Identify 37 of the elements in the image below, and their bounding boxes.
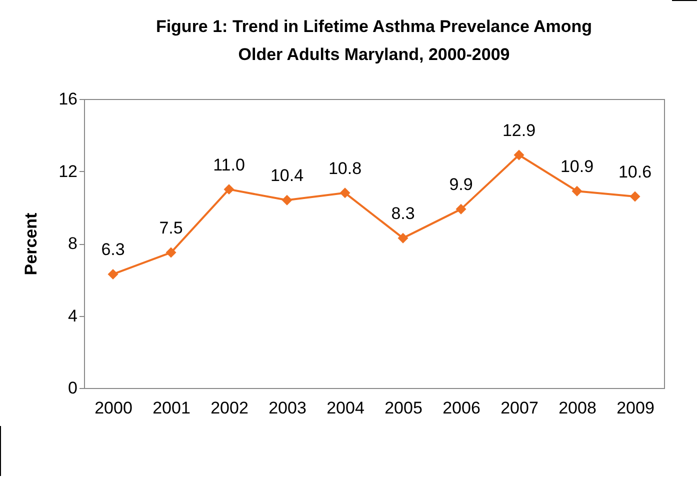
data-label: 8.3 <box>391 204 415 224</box>
chart-title: Figure 1: Trend in Lifetime Asthma Prevelance Among Older Adults Maryland, 2000-2009 <box>156 17 592 64</box>
data-label: 12.9 <box>502 120 536 140</box>
point <box>398 232 408 244</box>
point <box>630 191 640 202</box>
x-tick-label: 2006 <box>442 398 480 418</box>
x-tick-label: 2009 <box>616 398 654 418</box>
data-label: 9.9 <box>449 175 473 194</box>
y-tick-label: 0 <box>68 378 78 398</box>
x-tick-label: 2003 <box>268 398 306 418</box>
point <box>456 204 466 214</box>
data-label: 10.8 <box>328 158 362 178</box>
x-tick-label: 2005 <box>384 398 422 418</box>
y-tick-label: 4 <box>68 306 78 326</box>
data-label: 6.3 <box>101 240 125 260</box>
x-tick-label: 2001 <box>152 398 190 418</box>
y-axis-title: Percent <box>22 212 41 276</box>
point <box>340 188 350 198</box>
x-tick-label: 2008 <box>558 398 596 418</box>
data-label: 10.9 <box>560 157 594 176</box>
data-label: 11.0 <box>213 155 245 174</box>
x-tick-label: 2002 <box>210 398 248 418</box>
point <box>166 247 176 258</box>
data-label: 10.6 <box>618 162 652 182</box>
x-tick-label: 2007 <box>500 398 538 418</box>
point <box>282 194 292 206</box>
point <box>224 184 234 195</box>
x-tick-label: 2000 <box>94 398 132 418</box>
point <box>108 268 118 280</box>
data-label: 10.4 <box>270 166 304 186</box>
point <box>572 186 582 196</box>
y-tick-label: 16 <box>58 90 78 108</box>
y-tick-label: 8 <box>68 234 78 253</box>
data-label: 7.5 <box>159 218 183 238</box>
y-tick-label: 12 <box>58 162 78 181</box>
x-tick-label: 2004 <box>326 398 364 418</box>
point <box>514 150 524 160</box>
